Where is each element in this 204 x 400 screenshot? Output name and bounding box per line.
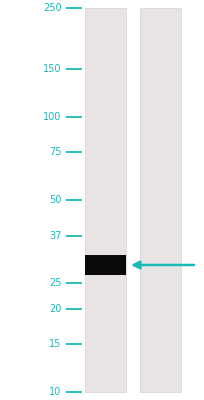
Text: 10: 10 (49, 387, 61, 397)
Text: 15: 15 (49, 339, 61, 349)
Text: 20: 20 (49, 304, 61, 314)
Bar (140, 8, 181, 392)
Text: 37: 37 (49, 231, 61, 241)
Text: 150: 150 (43, 64, 61, 74)
Bar (85, 254, 125, 275)
Text: 250: 250 (43, 3, 61, 13)
Bar (85, 8, 125, 392)
Text: 25: 25 (49, 278, 61, 288)
Text: 50: 50 (49, 195, 61, 205)
Text: 75: 75 (49, 147, 61, 157)
Text: 100: 100 (43, 112, 61, 122)
